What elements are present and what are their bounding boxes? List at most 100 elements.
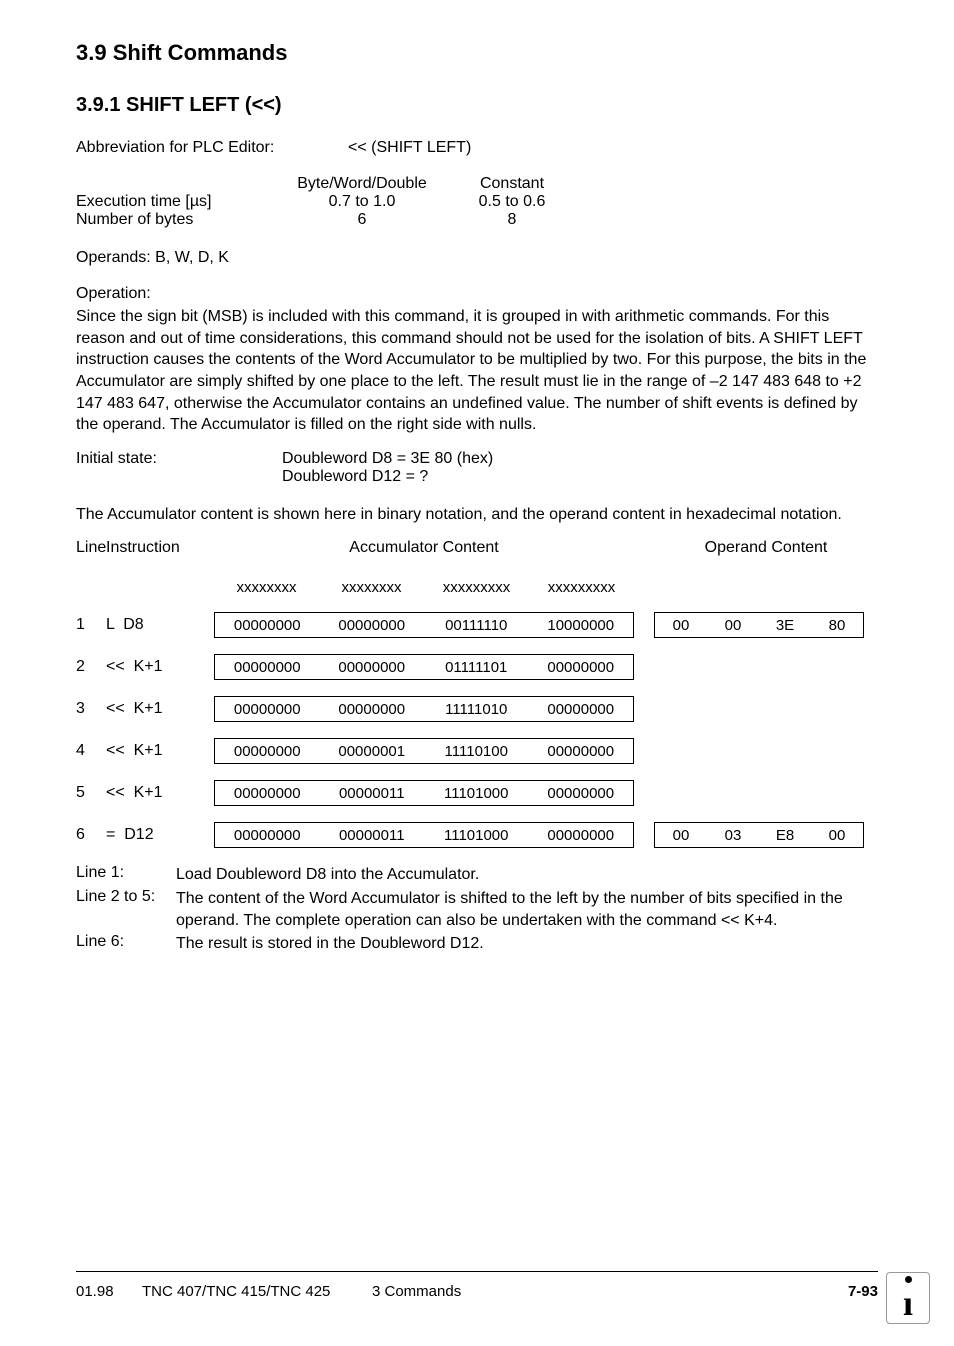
trace-table: Line Instruction Accumulator Content Ope… — [76, 539, 878, 848]
table-header-cell: Byte/Word/Double — [272, 175, 452, 193]
table-cell: 8 — [452, 211, 572, 229]
acc-byte: 00000000 — [215, 785, 320, 802]
acc-byte: 00000000 — [215, 617, 320, 634]
spacer — [634, 539, 654, 557]
mask-cell: xxxxxxxx — [319, 579, 424, 596]
abbrev-label: Abbreviation for PLC Editor: — [76, 139, 348, 157]
abbrev-row: Abbreviation for PLC Editor: << (SHIFT L… — [76, 139, 878, 157]
op-byte: 3E — [759, 617, 811, 634]
initial-state-line1: Doubleword D8 = 3E 80 (hex) — [282, 450, 493, 468]
heading-subsection: 3.9.1 SHIFT LEFT (<<) — [76, 94, 878, 117]
acc-byte: 00000000 — [529, 827, 634, 844]
acc-byte: 11101000 — [424, 827, 529, 844]
explain-label: Line 2 to 5: — [76, 888, 176, 931]
footer-divider — [76, 1271, 878, 1272]
explain-row: Line 2 to 5: The content of the Word Acc… — [76, 888, 878, 931]
acc-byte: 00000000 — [529, 785, 634, 802]
acc-byte: 00000000 — [215, 659, 320, 676]
acc-byte: 00000011 — [320, 785, 425, 802]
operand-box: 0003E800 — [654, 822, 864, 848]
instruction-cell: << K+1 — [106, 784, 214, 802]
operands-line: Operands: B, W, D, K — [76, 247, 878, 269]
instruction-cell: L D8 — [106, 616, 214, 634]
accumulator-box: 00000000000000111110100000000000 — [214, 780, 634, 806]
explain-text: The content of the Word Accumulator is s… — [176, 888, 878, 931]
mask-cell: xxxxxxxxx — [424, 579, 529, 596]
acc-byte: 00000000 — [215, 701, 320, 718]
accumulator-box: 00000000000000111110100000000000 — [214, 822, 634, 848]
acc-byte: 00000000 — [320, 701, 425, 718]
explain-text: Load Doubleword D8 into the Accumulator. — [176, 864, 878, 886]
col-header-accumulator: Accumulator Content — [214, 539, 634, 557]
op-byte: 00 — [655, 827, 707, 844]
trace-header: Line Instruction Accumulator Content Ope… — [76, 539, 878, 557]
line-number: 6 — [76, 826, 106, 844]
col-header-line: Line — [76, 539, 106, 557]
timing-table: Byte/Word/Double Constant Execution time… — [76, 175, 878, 229]
info-icon[interactable]: ı — [886, 1272, 930, 1324]
op-byte: 00 — [655, 617, 707, 634]
page: 3.9 Shift Commands 3.9.1 SHIFT LEFT (<<)… — [0, 0, 954, 1346]
op-byte: 80 — [811, 617, 863, 634]
line-number: 1 — [76, 616, 106, 634]
table-row: Execution time [µs] 0.7 to 1.0 0.5 to 0.… — [76, 193, 878, 211]
acc-byte: 11101000 — [424, 785, 529, 802]
initial-state-row: Doubleword D12 = ? — [76, 468, 878, 486]
table-cell: 0.7 to 1.0 — [272, 193, 452, 211]
col-header-instruction: Instruction — [106, 539, 214, 557]
acc-note: The Accumulator content is shown here in… — [76, 504, 878, 526]
acc-byte: 00000000 — [529, 743, 634, 760]
spacer — [76, 468, 282, 486]
page-footer: 01.98 TNC 407/TNC 415/TNC 425 3 Commands… — [76, 1283, 878, 1300]
operation-label: Operation: — [76, 283, 878, 305]
instruction-cell: = D12 — [106, 826, 214, 844]
trace-row: 1L D800000000000000000011111010000000000… — [76, 612, 878, 638]
heading-section: 3.9 Shift Commands — [76, 40, 878, 66]
table-cell: 0.5 to 0.6 — [452, 193, 572, 211]
info-icon-stem: ı — [903, 1285, 913, 1321]
operand-box: 00003E80 — [654, 612, 864, 638]
instruction-cell: << K+1 — [106, 658, 214, 676]
acc-byte: 00000001 — [320, 743, 425, 760]
accumulator-box: 00000000000000000111110100000000 — [214, 654, 634, 680]
trace-row: 2<< K+100000000000000000111110100000000 — [76, 654, 878, 680]
explain-row: Line 1: Load Doubleword D8 into the Accu… — [76, 864, 878, 886]
op-byte: 00 — [811, 827, 863, 844]
initial-state-line2: Doubleword D12 = ? — [282, 468, 428, 486]
trace-row: 6= D120000000000000011111010000000000000… — [76, 822, 878, 848]
trace-mask-row: xxxxxxxx xxxxxxxx xxxxxxxxx xxxxxxxxx — [76, 579, 878, 596]
operation-body: Since the sign bit (MSB) is included wit… — [76, 306, 878, 436]
line-number: 3 — [76, 700, 106, 718]
trace-row: 4<< K+100000000000000011111010000000000 — [76, 738, 878, 764]
explain-label: Line 6: — [76, 933, 176, 955]
line-number: 4 — [76, 742, 106, 760]
acc-byte: 11110100 — [424, 743, 529, 760]
op-byte: E8 — [759, 827, 811, 844]
acc-byte: 00000000 — [529, 659, 634, 676]
instruction-cell: << K+1 — [106, 742, 214, 760]
acc-byte: 01111101 — [424, 659, 529, 676]
acc-byte: 00000011 — [320, 827, 425, 844]
footer-date: 01.98 — [76, 1283, 142, 1300]
abbrev-value: << (SHIFT LEFT) — [348, 139, 471, 157]
explain-text: The result is stored in the Doubleword D… — [176, 933, 878, 955]
col-header-operand: Operand Content — [654, 539, 878, 557]
trace-row: 3<< K+100000000000000001111101000000000 — [76, 696, 878, 722]
acc-mask: xxxxxxxx xxxxxxxx xxxxxxxxx xxxxxxxxx — [214, 579, 634, 596]
acc-byte: 00000000 — [320, 659, 425, 676]
table-cell: Execution time [µs] — [76, 193, 272, 211]
acc-byte: 11111010 — [424, 701, 529, 718]
table-cell: 6 — [272, 211, 452, 229]
explain-row: Line 6: The result is stored in the Doub… — [76, 933, 878, 955]
trace-row: 5<< K+100000000000000111110100000000000 — [76, 780, 878, 806]
accumulator-box: 00000000000000001111101000000000 — [214, 696, 634, 722]
op-byte: 03 — [707, 827, 759, 844]
table-row: Number of bytes 6 8 — [76, 211, 878, 229]
footer-section: 3 Commands — [372, 1283, 848, 1300]
table-header-cell: Constant — [452, 175, 572, 193]
table-row: Byte/Word/Double Constant — [76, 175, 878, 193]
initial-state-label: Initial state: — [76, 450, 282, 468]
initial-state-row: Initial state: Doubleword D8 = 3E 80 (he… — [76, 450, 878, 468]
footer-page-number: 7-93 — [848, 1283, 878, 1300]
acc-byte: 00000000 — [529, 701, 634, 718]
